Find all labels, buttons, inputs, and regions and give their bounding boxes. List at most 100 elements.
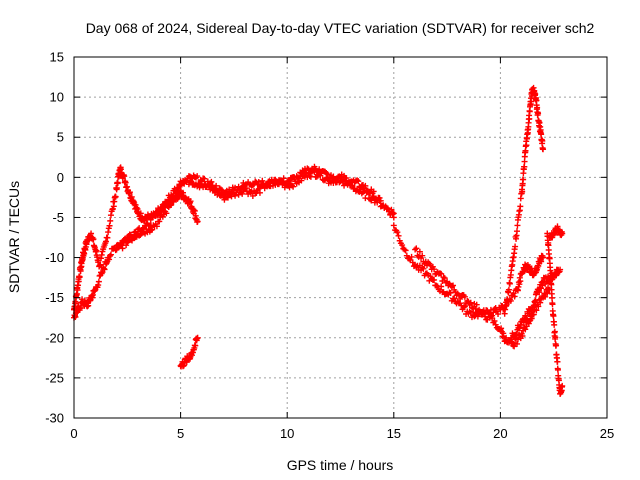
data-point-fill bbox=[106, 222, 113, 229]
data-point-fill bbox=[519, 188, 526, 195]
data-point-fill bbox=[413, 245, 420, 252]
data-point-fill bbox=[323, 169, 330, 176]
data-point-fill bbox=[107, 217, 114, 224]
data-point-fill bbox=[554, 358, 561, 365]
data-point-fill bbox=[280, 175, 287, 182]
data-point-fill bbox=[523, 142, 530, 149]
axis-ticks: 0 5 10 15 20 25 -30 -25 -20 -15 -10 -5 0 5 10 15 bbox=[45, 50, 614, 442]
data-point-fill bbox=[389, 209, 396, 216]
data-point-fill bbox=[427, 273, 434, 280]
data-point bbox=[540, 146, 547, 153]
data-point-fill bbox=[402, 247, 409, 254]
data-point-fill bbox=[551, 328, 558, 335]
data-point-fill bbox=[523, 315, 530, 322]
data-point-fill bbox=[507, 297, 514, 304]
data-point-fill bbox=[460, 304, 467, 311]
data-point-fill bbox=[513, 340, 520, 347]
data-point-fill bbox=[174, 187, 181, 194]
data-point-fill bbox=[489, 312, 496, 319]
data-point-fill bbox=[256, 183, 263, 190]
data-point-fill bbox=[201, 175, 208, 182]
series-track-f bbox=[501, 84, 547, 317]
data-point-fill bbox=[514, 336, 521, 343]
data-point-fill bbox=[493, 308, 500, 315]
data-point-fill bbox=[447, 289, 454, 296]
data-point bbox=[96, 262, 103, 269]
data-point-fill bbox=[416, 248, 423, 255]
y-tick-label: 0 bbox=[57, 170, 64, 185]
data-point-fill bbox=[513, 228, 520, 235]
data-point bbox=[505, 286, 512, 293]
data-point bbox=[433, 282, 440, 289]
data-point-fill bbox=[73, 290, 80, 297]
data-point-fill bbox=[538, 131, 545, 138]
data-point-fill bbox=[440, 274, 447, 281]
data-point-fill bbox=[105, 229, 112, 236]
data-point-fill bbox=[532, 297, 539, 304]
data-point-fill bbox=[542, 293, 549, 300]
chart-title: Day 068 of 2024, Sidereal Day-to-day VTE… bbox=[86, 20, 595, 36]
data-point-fill bbox=[388, 206, 395, 213]
data-point-fill bbox=[95, 282, 102, 289]
data-point bbox=[294, 174, 301, 181]
data-point-fill bbox=[438, 270, 445, 277]
data-point-fill bbox=[98, 255, 105, 262]
data-point-fill bbox=[419, 252, 426, 259]
data-point-fill bbox=[553, 272, 560, 279]
data-point-fill bbox=[217, 186, 224, 193]
data-point-fill bbox=[137, 210, 144, 217]
data-point-fill bbox=[249, 181, 256, 188]
data-point-fill bbox=[408, 253, 415, 260]
data-point-fill bbox=[95, 278, 102, 285]
data-point-fill bbox=[364, 189, 371, 196]
data-point-fill bbox=[498, 325, 505, 332]
series-track-e bbox=[412, 245, 547, 319]
data-point-fill bbox=[181, 180, 188, 187]
data-point-fill bbox=[149, 214, 156, 221]
data-point-fill bbox=[76, 273, 83, 280]
data-point-fill bbox=[192, 342, 199, 349]
data-point-fill bbox=[362, 182, 369, 189]
data-point-fill bbox=[106, 256, 113, 263]
data-point-fill bbox=[376, 197, 383, 204]
x-tick-label: 25 bbox=[600, 426, 614, 441]
data-point bbox=[194, 218, 201, 225]
data-point-fill bbox=[467, 299, 474, 306]
y-tick-label: -10 bbox=[45, 250, 64, 265]
data-point-fill bbox=[549, 301, 556, 308]
data-point-fill bbox=[468, 304, 475, 311]
data-point-fill bbox=[228, 189, 235, 196]
data-point-fill bbox=[431, 276, 438, 283]
y-tick-label: 10 bbox=[50, 90, 64, 105]
data-point-fill bbox=[394, 229, 401, 236]
data-point-fill bbox=[137, 231, 144, 238]
data-point-fill bbox=[126, 189, 133, 196]
data-point-fill bbox=[517, 278, 524, 285]
data-point-fill bbox=[511, 293, 518, 300]
data-point-fill bbox=[153, 209, 160, 216]
y-tick-label: -5 bbox=[52, 210, 64, 225]
data-point-fill bbox=[275, 181, 282, 188]
y-tick-label: 15 bbox=[50, 50, 64, 65]
data-point-fill bbox=[296, 175, 303, 182]
x-tick-label: 10 bbox=[280, 426, 294, 441]
data-point bbox=[554, 366, 561, 373]
x-tick-label: 5 bbox=[177, 426, 184, 441]
data-point-fill bbox=[513, 331, 520, 338]
data-point-fill bbox=[461, 293, 468, 300]
x-tick-label: 0 bbox=[70, 426, 77, 441]
data-point-fill bbox=[341, 182, 348, 189]
data-point-fill bbox=[107, 251, 114, 258]
data-point-fill bbox=[313, 173, 320, 180]
y-axis-label: SDTVAR / TECUs bbox=[6, 181, 22, 293]
data-point bbox=[412, 246, 419, 253]
data-point-fill bbox=[215, 189, 222, 196]
data-point-fill bbox=[526, 115, 533, 122]
data-point-fill bbox=[187, 198, 194, 205]
data-point-fill bbox=[324, 171, 331, 178]
data-point-fill bbox=[547, 267, 554, 274]
data-point-fill bbox=[551, 321, 558, 328]
data-point-fill bbox=[345, 179, 352, 186]
data-point-fill bbox=[538, 258, 545, 265]
data-point-fill bbox=[503, 301, 510, 308]
